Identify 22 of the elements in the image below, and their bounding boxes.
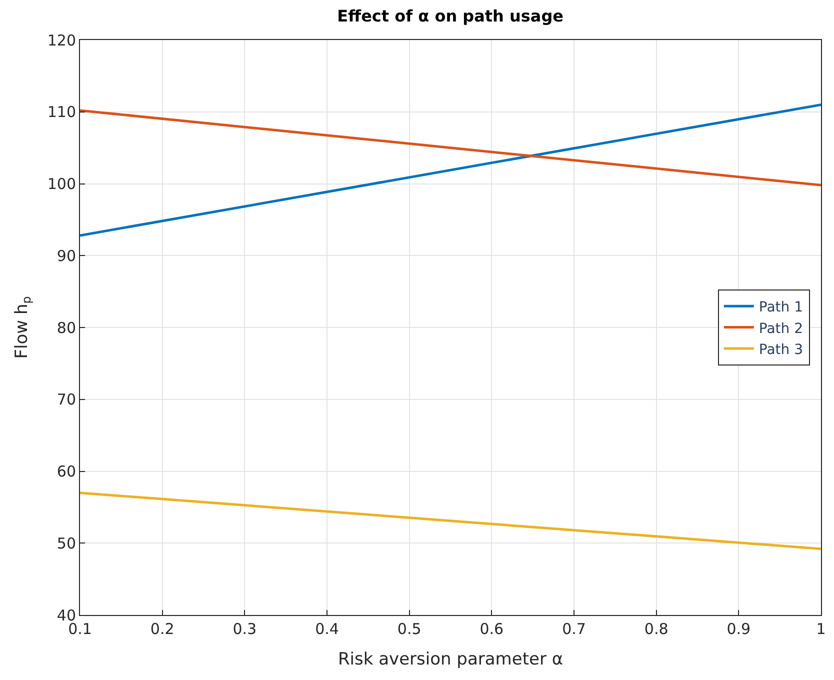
legend-label: Path 2 [758, 320, 804, 337]
y-tick-label: 120 [47, 31, 76, 50]
chart-title: Effect of α on path usage [337, 6, 564, 26]
x-tick-label: 0.3 [232, 620, 257, 638]
y-tick-label: 90 [56, 246, 76, 265]
y-tick-label: 100 [47, 175, 76, 193]
y-tick-label: 70 [56, 390, 76, 409]
x-tick-label: 0.9 [726, 620, 751, 638]
x-tick-label: 0.4 [315, 620, 339, 638]
y-tick-label: 60 [56, 462, 76, 480]
x-tick-label: 0.7 [562, 620, 586, 638]
legend-label: Path 3 [758, 342, 804, 358]
x-tick-label: 0.6 [480, 620, 504, 638]
x-tick-label: 0.5 [397, 620, 422, 638]
x-axis-title: Risk aversion parameter α [338, 649, 564, 670]
x-tick-label: 0.2 [150, 620, 174, 638]
y-tick-label: 50 [56, 534, 76, 552]
y-tick-label: 80 [56, 318, 76, 337]
x-tick-label: 0.8 [644, 620, 668, 638]
x-tick-label: 1 [816, 620, 826, 638]
legend-label: Path 1 [758, 300, 804, 316]
y-tick-label: 110 [47, 103, 76, 122]
